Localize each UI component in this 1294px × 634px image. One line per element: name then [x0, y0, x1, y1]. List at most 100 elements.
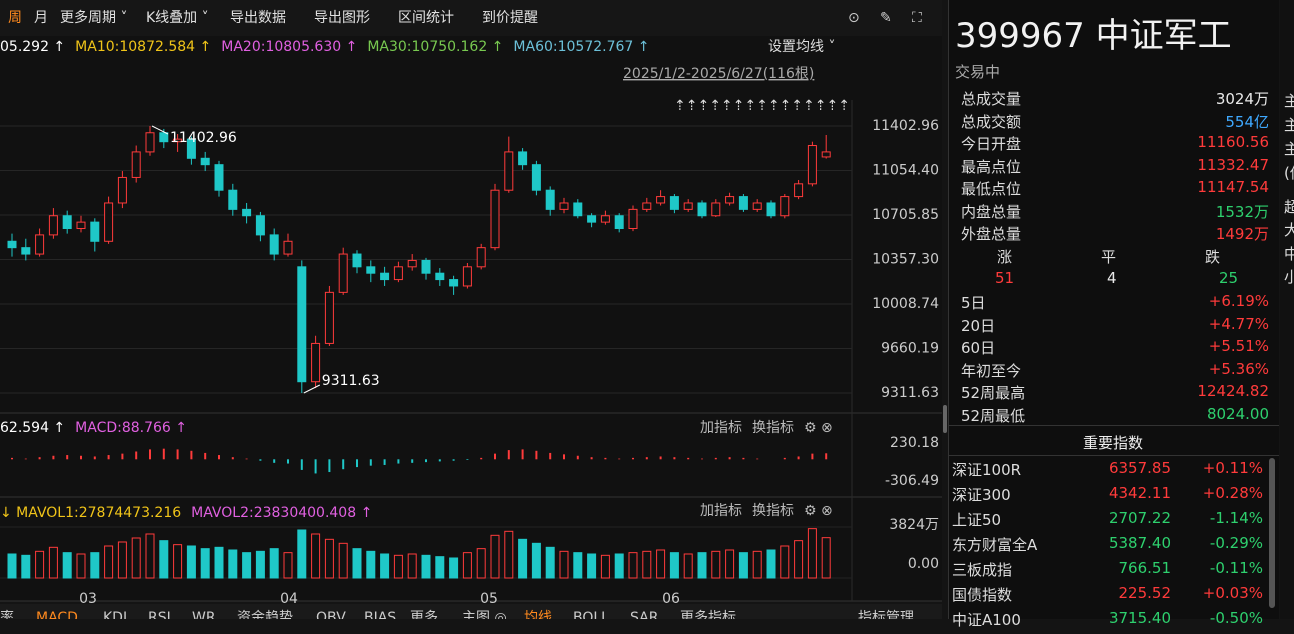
scrollbar[interactable]: [1269, 458, 1275, 608]
volume-bar: [711, 550, 721, 579]
toolbar-item[interactable]: K线叠加 ˅: [146, 10, 209, 26]
volume-bar: [435, 556, 445, 579]
candle-body: [559, 202, 569, 210]
stat-name: 最低点位: [961, 180, 1022, 198]
indicator-tab[interactable]: OBV: [316, 610, 346, 619]
panel-button[interactable]: 加指标: [700, 420, 742, 436]
volume-bar: [117, 541, 127, 579]
panel-button[interactable]: 加指标: [700, 503, 742, 519]
index-value: 2707.22: [1108, 509, 1171, 527]
stat-row: 60日 +5.51%: [961, 337, 1269, 359]
index-value: 3715.40: [1108, 609, 1171, 627]
stat-value: +4.77%: [1208, 314, 1269, 333]
stat-value: 3024万: [1215, 90, 1269, 108]
candle-body: [807, 145, 817, 185]
legend-item: MA10:10872.584 ↑: [75, 39, 211, 55]
volume-bar: [573, 552, 583, 579]
candle-body: [614, 215, 624, 230]
candle-body: [462, 266, 472, 287]
index-row[interactable]: 上证50 2707.22 -1.14%: [949, 509, 1267, 534]
side-char: 小: [1284, 268, 1294, 286]
indicator-tab[interactable]: RSI: [148, 610, 171, 619]
stat-row: 外盘总量 1492万: [961, 223, 1269, 245]
toolbar-item[interactable]: 区间统计: [398, 10, 454, 26]
candle-body: [407, 259, 417, 268]
index-row[interactable]: 东方财富全A 5387.40 -0.29%: [949, 534, 1267, 559]
volume-bar: [90, 552, 100, 579]
indicator-tab[interactable]: 资金趋势: [237, 610, 293, 619]
high-annotation: 11402.96: [170, 130, 237, 146]
stat-row: 内盘总量 1532万: [961, 201, 1269, 223]
volume-bar: [48, 546, 58, 579]
volume-bar: [738, 552, 748, 579]
breadth-name: 跌: [1205, 248, 1221, 266]
toolbar-item[interactable]: 周: [8, 10, 22, 26]
toolbar-item[interactable]: 导出图形: [314, 10, 370, 26]
panel-button[interactable]: 换指标: [752, 419, 794, 436]
stat-name: 5日: [961, 294, 986, 312]
volume-bar: [173, 544, 183, 579]
candle-body: [545, 189, 555, 210]
volume-bar: [766, 549, 776, 579]
toolbar-item[interactable]: 到价提醒: [482, 10, 538, 26]
candle-body: [297, 266, 307, 383]
candle-body: [587, 215, 597, 223]
volume-bar: [752, 550, 762, 579]
candle-body: [752, 202, 762, 210]
indicator-tab[interactable]: BIAS: [364, 610, 396, 619]
indicator-tab[interactable]: 率: [0, 609, 14, 619]
side-char: 大: [1284, 221, 1294, 239]
toolbar-icon[interactable]: ⊙: [848, 10, 860, 26]
indicator-tab[interactable]: BOLL: [573, 610, 609, 619]
index-row[interactable]: 中证A100 3715.40 -0.50%: [949, 609, 1267, 634]
date-range: 2025/1/2-2025/6/27(116根): [623, 66, 814, 82]
index-row[interactable]: 深证300 4342.11 +0.28%: [949, 484, 1267, 509]
volume-bar: [504, 530, 514, 579]
indicator-tab[interactable]: SAR: [630, 610, 659, 619]
legend: 62.594 ↑ MACD:88.766 ↑: [0, 420, 187, 436]
index-name: 东方财富全A: [952, 536, 1038, 554]
toolbar-item[interactable]: 导出数据: [230, 10, 286, 26]
candle-body: [131, 151, 141, 178]
volume-bar: [725, 549, 735, 579]
indicator-tab[interactable]: KDJ: [103, 610, 127, 619]
scrollbar[interactable]: [943, 405, 947, 433]
candle-body: [104, 202, 114, 242]
toolbar-icon[interactable]: ✎: [880, 10, 892, 26]
indicator-tab[interactable]: 指标管理: [858, 610, 914, 619]
candle-body: [821, 151, 831, 158]
toolbar-item[interactable]: 更多周期 ˅: [60, 9, 127, 26]
stat-value: +5.51%: [1208, 337, 1269, 355]
stat-value: +6.19%: [1208, 292, 1269, 310]
indicator-tab[interactable]: MACD: [36, 610, 78, 619]
stat-name: 20日: [961, 316, 996, 335]
indicator-tab[interactable]: 更多指标: [680, 609, 736, 619]
indicator-tab[interactable]: 主图 ◎: [462, 610, 507, 619]
indicator-tab[interactable]: 更多: [410, 609, 438, 619]
tabs-bg: [0, 604, 942, 619]
toolbar-item[interactable]: 月: [34, 10, 48, 26]
candle-body: [255, 215, 265, 236]
stock-title: 399967 中证军工: [955, 16, 1232, 56]
candle-body: [200, 157, 210, 166]
candle-body: [725, 196, 735, 204]
plot-bg: [0, 36, 942, 601]
index-row[interactable]: 深证100R 6357.85 +0.11%: [949, 459, 1267, 484]
index-row[interactable]: 三板成指 766.51 -0.11%: [949, 559, 1267, 584]
candle-body: [62, 215, 72, 230]
stat-row: 52周最低 8024.00: [961, 405, 1269, 427]
index-row[interactable]: 国债指数 225.52 +0.03%: [949, 584, 1267, 609]
index-title: 重要指数: [1083, 434, 1144, 452]
candle-body: [242, 208, 252, 217]
settings-button[interactable]: 设置均线 ˅: [768, 39, 835, 55]
annotation-line: [303, 384, 321, 394]
side-char: 超: [1284, 198, 1294, 216]
annotation-line: [151, 125, 169, 135]
panel-button[interactable]: 换指标: [752, 502, 794, 519]
index-change: +0.11%: [1202, 459, 1263, 477]
indicator-tab[interactable]: 均线: [524, 610, 552, 619]
toolbar-icon[interactable]: ⛶: [912, 10, 922, 26]
side-char: 主: [1284, 92, 1294, 110]
indicator-tab[interactable]: WR: [192, 610, 216, 619]
volume-bar: [697, 552, 707, 579]
